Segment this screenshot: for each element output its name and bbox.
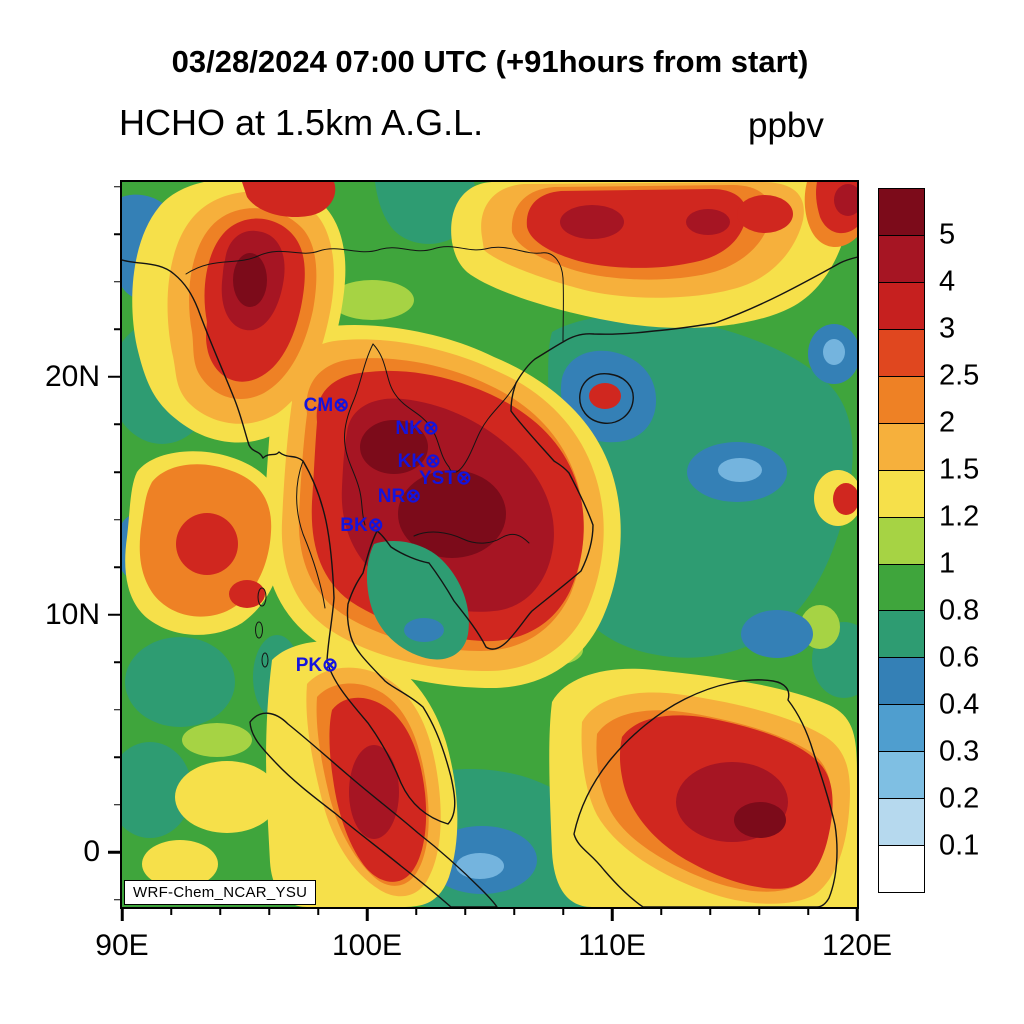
x-minor-tick xyxy=(415,907,417,915)
station-marker-BK: BK⊗ xyxy=(340,514,384,536)
station-marker-PK: PK⊗ xyxy=(295,655,339,677)
x-minor-tick xyxy=(807,907,809,915)
y-minor-tick xyxy=(114,566,122,568)
station-marker-CM: CM⊗ xyxy=(303,395,350,417)
colorbar-cell-4 xyxy=(879,376,924,424)
x-axis-label-110E: 110E xyxy=(578,929,646,962)
x-major-tick xyxy=(120,907,124,921)
colorbar-cell-1 xyxy=(879,235,924,283)
colorbar-cell-0 xyxy=(879,189,924,236)
x-minor-tick xyxy=(513,907,515,915)
country-borders xyxy=(185,246,564,668)
colorbar-label-1: 1 xyxy=(939,547,956,580)
colorbar-label-1.2: 1.2 xyxy=(939,500,980,533)
y-major-tick xyxy=(108,851,122,854)
colorbar: 5 4 3 2.5 2 1.5 1.2 1 0.8 0.6 0.4 0.3 0.2 0.1 xyxy=(878,188,979,893)
colorbar-label-2.5: 2.5 xyxy=(939,359,980,392)
model-watermark: WRF-Chem_NCAR_YSU xyxy=(124,880,317,905)
colorbar-cells xyxy=(878,188,925,893)
y-minor-tick xyxy=(114,233,122,236)
x-axis-label-100E: 100E xyxy=(331,929,403,962)
colorbar-cell-12 xyxy=(879,752,924,800)
map-plot: CM⊗ NK⊗ KK⊗ YST⊗ NR⊗ BK⊗ PK⊗ WRF-Chem_NCAR_YSU… xyxy=(45,180,892,962)
colorbar-label-1.5: 1.5 xyxy=(939,453,980,486)
colorbar-cell-5 xyxy=(879,423,924,471)
y-minor-tick xyxy=(114,281,122,283)
y-minor-tick xyxy=(114,423,122,426)
colorbar-label-0.2: 0.2 xyxy=(939,782,980,815)
colorbar-label-5: 5 xyxy=(939,218,956,251)
y-minor-tick xyxy=(114,661,122,663)
colorbar-label-0.6: 0.6 xyxy=(939,641,980,674)
lightblue-regions xyxy=(456,339,845,879)
colorbar-cell-6 xyxy=(879,470,924,518)
units-label: ppbv xyxy=(748,106,824,145)
y-major-tick xyxy=(108,613,122,616)
colorbar-cell-9 xyxy=(879,611,924,659)
x-minor-tick xyxy=(170,907,172,915)
gulf-blue-patch xyxy=(404,618,444,642)
station-marker-NR: NR⊗ xyxy=(377,485,422,507)
x-axis-label-120E: 120E xyxy=(821,929,893,962)
x-major-tick xyxy=(855,907,859,921)
y-axis-label-0: 0 xyxy=(83,835,100,869)
y-axis-label-10N: 10N xyxy=(44,597,100,631)
y-minor-tick xyxy=(114,708,122,711)
colorbar-label-4: 4 xyxy=(939,265,956,298)
maroon-cores xyxy=(233,253,786,838)
x-axis-label-90E: 90E xyxy=(95,929,149,962)
x-minor-tick xyxy=(268,907,270,915)
y-minor-tick xyxy=(114,471,122,473)
y-major-tick xyxy=(108,375,122,379)
y-minor-tick xyxy=(114,328,122,331)
x-minor-tick xyxy=(709,907,711,915)
y-minor-tick xyxy=(114,804,122,806)
station-marker-NK: NK⊗ xyxy=(395,418,439,440)
colorbar-label-0.4: 0.4 xyxy=(939,688,980,721)
y-axis-label-20N: 20N xyxy=(44,359,100,393)
colorbar-cell-14 xyxy=(879,846,924,893)
x-major-tick xyxy=(610,907,614,921)
colorbar-label-3: 3 xyxy=(939,312,956,345)
colorbar-labels: 5 4 3 2.5 2 1.5 1.2 1 0.8 0.6 0.4 0.3 0.2 0.1 xyxy=(939,188,1024,893)
x-minor-tick xyxy=(660,907,662,915)
x-minor-tick xyxy=(464,907,466,915)
colorbar-cell-11 xyxy=(879,705,924,753)
coastlines xyxy=(122,256,857,907)
stations-layer: CM⊗ NK⊗ KK⊗ YST⊗ NR⊗ BK⊗ PK⊗ xyxy=(122,182,857,907)
colorbar-label-0.8: 0.8 xyxy=(939,594,980,627)
colorbar-cell-3 xyxy=(879,329,924,377)
colorbar-label-2: 2 xyxy=(939,406,956,439)
x-minor-tick xyxy=(758,907,760,915)
y-minor-tick xyxy=(114,756,122,758)
colorbar-cell-10 xyxy=(879,658,924,706)
colorbar-label-0.1: 0.1 xyxy=(939,829,980,862)
y-minor-tick xyxy=(114,899,122,901)
colorbar-cell-13 xyxy=(879,799,924,847)
x-minor-tick xyxy=(562,907,564,915)
station-marker-YST: YST⊗ xyxy=(418,468,472,490)
colorbar-label-0.3: 0.3 xyxy=(939,735,980,768)
contour-field xyxy=(122,182,857,907)
station-marker-KK: KK⊗ xyxy=(397,450,441,472)
x-minor-tick xyxy=(219,907,221,915)
x-major-tick xyxy=(365,907,369,921)
colorbar-cell-8 xyxy=(879,564,924,612)
colorbar-cell-7 xyxy=(879,517,924,565)
y-minor-tick xyxy=(114,518,122,521)
variable-title: HCHO at 1.5km A.G.L. xyxy=(119,102,484,143)
x-minor-tick xyxy=(317,907,319,915)
y-minor-tick xyxy=(114,186,122,188)
colorbar-cell-2 xyxy=(879,282,924,330)
datetime-title: 03/28/2024 07:00 UTC (+91hours from star… xyxy=(171,44,809,79)
